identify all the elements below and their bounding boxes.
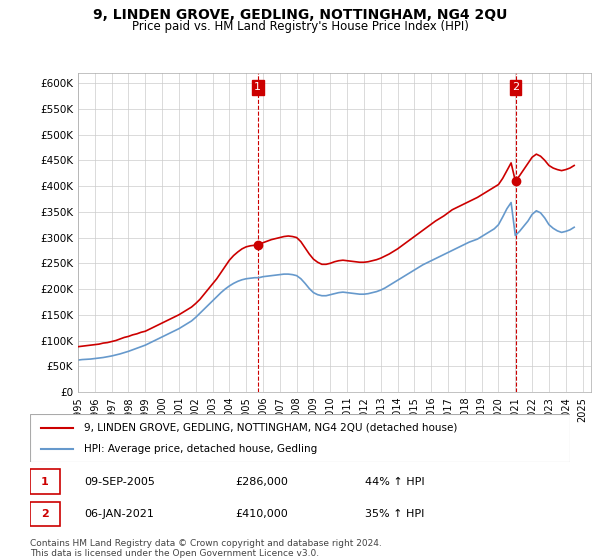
Text: 44% ↑ HPI: 44% ↑ HPI: [365, 477, 424, 487]
Text: 9, LINDEN GROVE, GEDLING, NOTTINGHAM, NG4 2QU (detached house): 9, LINDEN GROVE, GEDLING, NOTTINGHAM, NG…: [84, 423, 457, 433]
Text: £410,000: £410,000: [235, 508, 288, 519]
Text: 1: 1: [254, 82, 262, 92]
Text: £286,000: £286,000: [235, 477, 288, 487]
Text: Price paid vs. HM Land Registry's House Price Index (HPI): Price paid vs. HM Land Registry's House …: [131, 20, 469, 32]
Text: Contains HM Land Registry data © Crown copyright and database right 2024.
This d: Contains HM Land Registry data © Crown c…: [30, 539, 382, 558]
Text: 2: 2: [512, 82, 519, 92]
Text: 2: 2: [41, 508, 49, 519]
Text: HPI: Average price, detached house, Gedling: HPI: Average price, detached house, Gedl…: [84, 444, 317, 454]
FancyBboxPatch shape: [30, 469, 60, 494]
FancyBboxPatch shape: [30, 502, 60, 526]
Text: 06-JAN-2021: 06-JAN-2021: [84, 508, 154, 519]
Text: 9, LINDEN GROVE, GEDLING, NOTTINGHAM, NG4 2QU: 9, LINDEN GROVE, GEDLING, NOTTINGHAM, NG…: [93, 8, 507, 22]
Text: 1: 1: [41, 477, 49, 487]
Text: 35% ↑ HPI: 35% ↑ HPI: [365, 508, 424, 519]
FancyBboxPatch shape: [30, 414, 570, 462]
Text: 09-SEP-2005: 09-SEP-2005: [84, 477, 155, 487]
